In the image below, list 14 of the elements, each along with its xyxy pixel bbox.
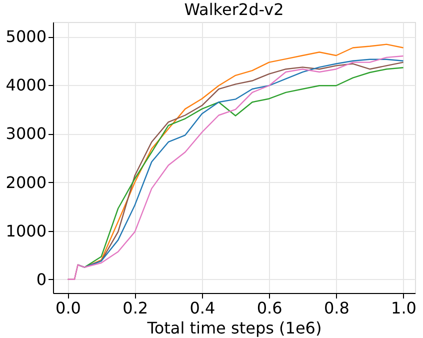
y-tick-label: 0 (36, 270, 46, 289)
y-tick-label: 3000 (6, 124, 46, 144)
y-tick-label: 2000 (6, 172, 46, 192)
x-tick-label: 0.2 (122, 298, 148, 318)
chart-title: Walker2d-v2 (184, 0, 284, 19)
x-tick-label: 0.8 (324, 298, 350, 318)
x-tick-label: 0.4 (190, 298, 216, 318)
y-tick-label: 5000 (6, 27, 46, 46)
x-tick-label: 0.6 (256, 298, 282, 318)
y-tick-label: 4000 (6, 76, 46, 95)
y-tick-label: 1000 (6, 221, 46, 240)
x-axis-title: Total time steps (1e6) (146, 318, 322, 338)
x-tick-label: 0.0 (56, 298, 81, 318)
x-tick-label: 1.0 (391, 298, 416, 318)
